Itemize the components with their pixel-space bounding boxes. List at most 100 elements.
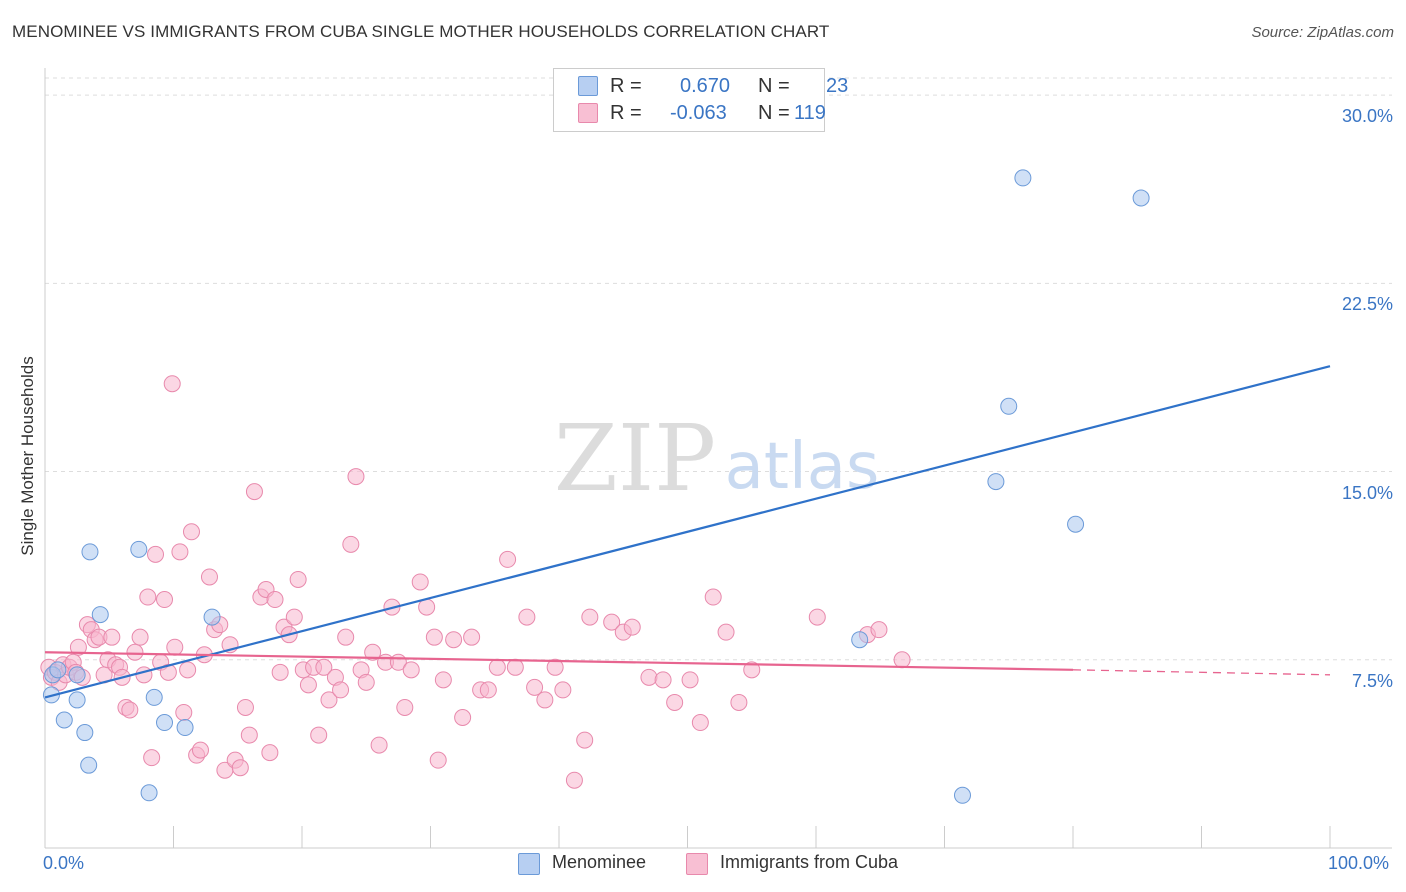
data-point <box>364 643 382 661</box>
data-point <box>285 608 303 626</box>
data-point <box>55 711 73 729</box>
data-point <box>488 658 506 676</box>
data-point <box>176 719 194 737</box>
cuba-swatch <box>686 853 708 875</box>
data-point <box>261 744 279 762</box>
data-point <box>121 701 139 719</box>
y-tick-label: 7.5% <box>1351 670 1393 691</box>
data-point <box>425 628 443 646</box>
y-tick-label: 22.5% <box>1341 294 1393 315</box>
r-label: R = <box>610 75 642 97</box>
data-point <box>126 643 144 661</box>
data-point <box>163 375 181 393</box>
data-point <box>200 568 218 586</box>
data-point <box>743 661 761 679</box>
n-label: N = <box>758 75 790 97</box>
cuba-swatch <box>578 103 598 123</box>
data-point <box>640 668 658 686</box>
data-point <box>434 671 452 689</box>
data-point <box>518 608 536 626</box>
data-point <box>851 631 869 649</box>
data-point <box>357 673 375 691</box>
data-point <box>139 588 157 606</box>
data-point <box>175 703 193 721</box>
x-tick-label-min: 0.0% <box>43 853 85 873</box>
data-point <box>135 666 153 684</box>
stats-legend: R = 0.670 N = 23 R = -0.063 N = 119 <box>553 68 848 132</box>
data-point <box>69 638 87 656</box>
watermark-zip: ZIP <box>554 405 716 512</box>
trend-line-extension <box>1072 669 1331 676</box>
data-point <box>603 613 621 631</box>
n-value: 23 <box>826 75 849 97</box>
legend-label: Immigrants from Cuba <box>720 852 899 872</box>
data-point <box>666 693 684 711</box>
data-point <box>396 698 414 716</box>
data-point <box>429 751 447 769</box>
data-point <box>49 661 67 679</box>
data-point <box>1067 515 1085 533</box>
data-point <box>681 671 699 689</box>
data-point <box>80 756 98 774</box>
r-value: -0.063 <box>670 102 727 124</box>
data-point <box>68 666 86 684</box>
data-point <box>565 771 583 789</box>
data-points <box>40 169 1150 804</box>
data-point <box>717 623 735 641</box>
data-point <box>554 681 572 699</box>
data-point <box>266 591 284 609</box>
data-point <box>145 688 163 706</box>
data-point <box>730 693 748 711</box>
data-point <box>546 658 564 676</box>
data-point <box>704 588 722 606</box>
data-point <box>479 681 497 699</box>
menominee-swatch <box>578 76 598 96</box>
data-point <box>576 731 594 749</box>
data-point <box>147 545 165 563</box>
data-point <box>411 573 429 591</box>
data-point <box>159 663 177 681</box>
data-point <box>870 621 888 639</box>
data-point <box>370 736 388 754</box>
legend-label: Menominee <box>552 852 647 872</box>
data-point <box>166 638 184 656</box>
data-point <box>91 606 109 624</box>
data-point <box>1014 169 1032 187</box>
data-point <box>81 543 99 561</box>
data-point <box>526 678 544 696</box>
data-point <box>271 663 289 681</box>
data-point <box>171 543 189 561</box>
data-point <box>654 671 672 689</box>
data-point <box>623 618 641 636</box>
r-label: R = <box>610 102 642 124</box>
data-point <box>315 658 333 676</box>
data-point <box>402 661 420 679</box>
y-tick-label: 15.0% <box>1341 482 1393 503</box>
y-tick-label: 30.0% <box>1341 106 1393 127</box>
trend-lines <box>44 365 1331 699</box>
data-point <box>231 759 249 777</box>
data-point <box>953 786 971 804</box>
x-tick-label-max: 100.0% <box>1328 853 1390 873</box>
data-point <box>156 714 174 732</box>
data-point <box>143 749 161 767</box>
data-point <box>179 661 197 679</box>
data-point <box>342 535 360 553</box>
data-point <box>581 608 599 626</box>
data-point <box>536 691 554 709</box>
data-point <box>103 628 121 646</box>
data-point <box>893 651 911 669</box>
r-value: 0.670 <box>680 75 731 97</box>
data-point <box>454 708 472 726</box>
data-point <box>240 726 258 744</box>
data-point <box>130 540 148 558</box>
data-point <box>68 691 86 709</box>
data-point <box>987 473 1005 491</box>
data-point <box>299 676 317 694</box>
chart-title: MENOMINEE VS IMMIGRANTS FROM CUBA SINGLE… <box>12 22 830 41</box>
n-label: N = <box>758 102 790 124</box>
trend-line <box>44 651 1074 671</box>
data-point <box>1132 189 1150 207</box>
data-point <box>1000 397 1018 415</box>
